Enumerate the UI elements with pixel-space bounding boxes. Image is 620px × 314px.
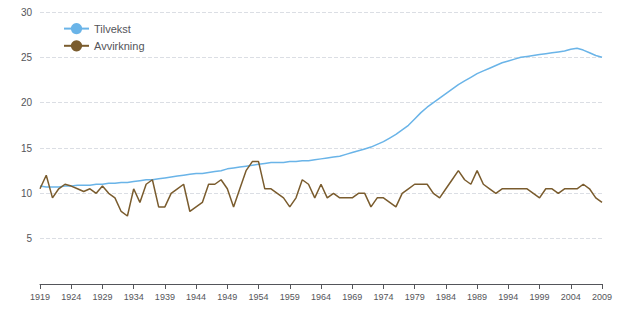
svg-text:30: 30 (21, 7, 33, 18)
svg-text:1919: 1919 (30, 292, 50, 302)
svg-text:1999: 1999 (530, 292, 550, 302)
svg-text:1934: 1934 (124, 292, 144, 302)
svg-text:15: 15 (21, 143, 33, 154)
svg-text:1944: 1944 (186, 292, 206, 302)
svg-text:Tilvekst: Tilvekst (94, 23, 131, 35)
svg-text:1939: 1939 (155, 292, 175, 302)
svg-text:1989: 1989 (467, 292, 487, 302)
svg-text:2009: 2009 (592, 292, 612, 302)
svg-text:1959: 1959 (280, 292, 300, 302)
svg-text:1974: 1974 (373, 292, 393, 302)
svg-text:1984: 1984 (436, 292, 456, 302)
svg-text:10: 10 (21, 188, 33, 199)
svg-text:2004: 2004 (561, 292, 581, 302)
svg-text:25: 25 (21, 52, 33, 63)
svg-text:1979: 1979 (405, 292, 425, 302)
svg-text:20: 20 (21, 97, 33, 108)
svg-text:1949: 1949 (217, 292, 237, 302)
svg-text:1994: 1994 (498, 292, 518, 302)
svg-text:1924: 1924 (61, 292, 81, 302)
svg-text:1969: 1969 (342, 292, 362, 302)
svg-text:1964: 1964 (311, 292, 331, 302)
svg-text:Avvirkning: Avvirkning (94, 40, 145, 52)
svg-text:1954: 1954 (249, 292, 269, 302)
svg-text:1929: 1929 (92, 292, 112, 302)
svg-text:5: 5 (26, 233, 32, 244)
